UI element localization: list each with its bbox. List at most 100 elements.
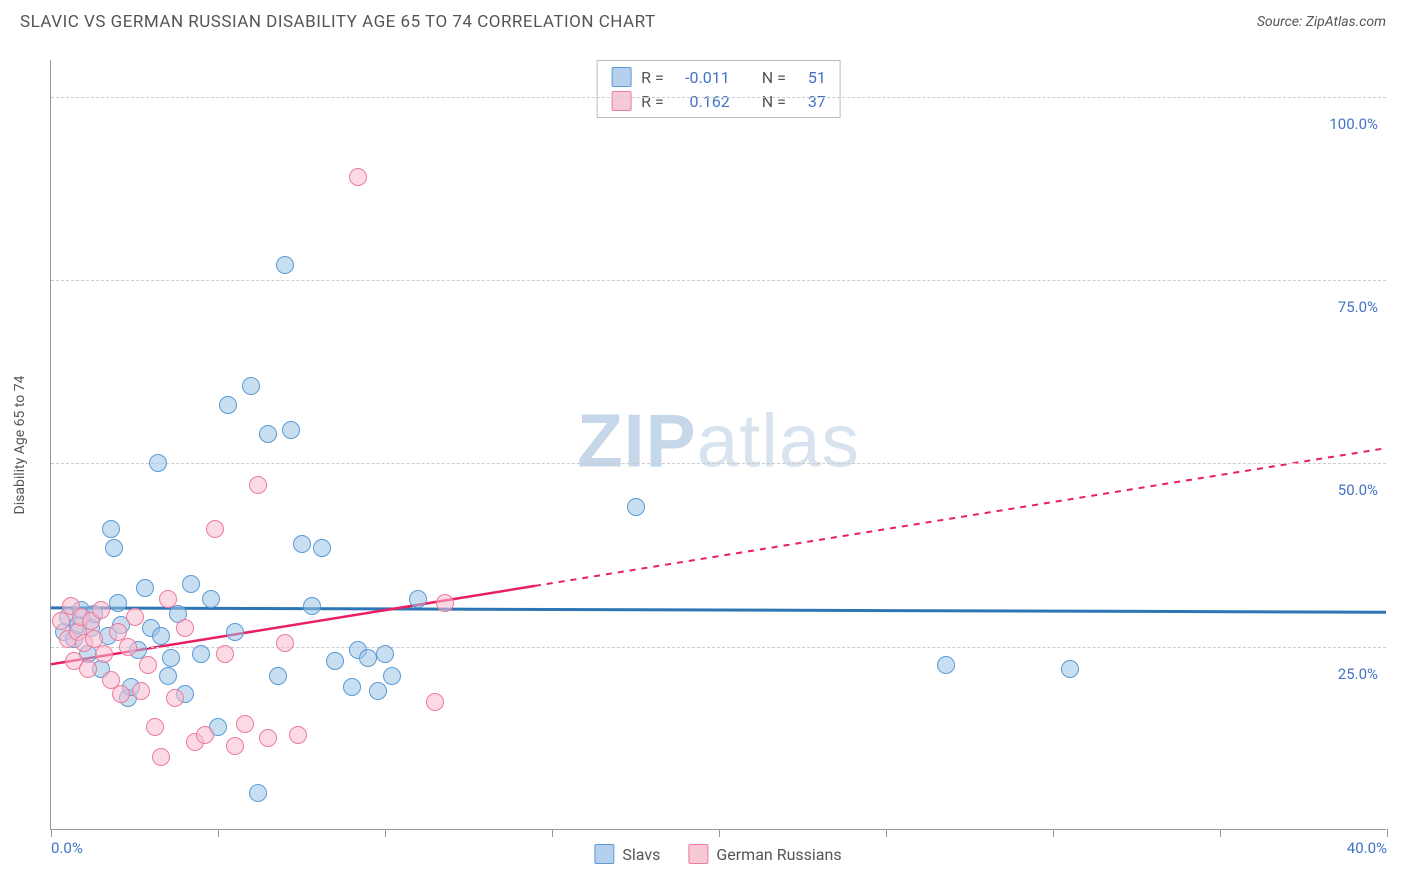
- data-point-german_russians: [126, 608, 144, 626]
- swatch-slavs: [594, 844, 614, 864]
- trend-lines: [51, 60, 1386, 829]
- data-point-german_russians: [119, 638, 137, 656]
- x-tick: [1387, 829, 1388, 837]
- data-point-german_russians: [349, 168, 367, 186]
- r-value: 0.162: [674, 92, 730, 111]
- data-point-slavs: [1061, 660, 1079, 678]
- data-point-german_russians: [95, 645, 113, 663]
- data-point-slavs: [136, 579, 154, 597]
- stats-row-german_russians: R = 0.162 N = 37: [597, 89, 840, 113]
- data-point-german_russians: [426, 693, 444, 711]
- y-tick-label: 100.0%: [1329, 115, 1378, 133]
- data-point-german_russians: [216, 645, 234, 663]
- data-point-slavs: [409, 590, 427, 608]
- data-point-slavs: [249, 784, 267, 802]
- data-point-slavs: [326, 652, 344, 670]
- data-point-german_russians: [166, 689, 184, 707]
- data-point-slavs: [343, 678, 361, 696]
- data-point-german_russians: [112, 685, 130, 703]
- stats-row-slavs: R = -0.011 N = 51: [597, 65, 840, 89]
- data-point-german_russians: [146, 718, 164, 736]
- y-axis-label: Disability Age 65 to 74: [12, 376, 28, 515]
- n-label: N =: [762, 92, 786, 111]
- n-label: N =: [762, 68, 786, 87]
- chart-area: Disability Age 65 to 74 ZIPatlas R =-0.0…: [50, 60, 1386, 830]
- data-point-slavs: [303, 597, 321, 615]
- data-point-german_russians: [159, 590, 177, 608]
- r-value: -0.011: [674, 68, 730, 87]
- x-tick-label: 40.0%: [1347, 839, 1387, 857]
- watermark: ZIPatlas: [577, 397, 860, 483]
- trend-line-dashed-german_russians: [535, 448, 1386, 586]
- swatch-slavs: [611, 67, 631, 87]
- data-point-slavs: [369, 682, 387, 700]
- data-point-german_russians: [132, 682, 150, 700]
- data-point-slavs: [105, 539, 123, 557]
- data-point-slavs: [937, 656, 955, 674]
- trend-line-slavs: [51, 608, 1386, 612]
- legend-label: Slavs: [622, 845, 660, 864]
- data-point-slavs: [159, 667, 177, 685]
- data-point-slavs: [102, 520, 120, 538]
- r-label: R =: [641, 92, 664, 111]
- chart-title: SLAVIC VS GERMAN RUSSIAN DISABILITY AGE …: [20, 12, 656, 32]
- gridline: [51, 280, 1386, 281]
- data-point-german_russians: [176, 619, 194, 637]
- x-tick: [1053, 829, 1054, 837]
- scatter-plot: ZIPatlas R = -0.011 N = 51 R = 0.162 N = 37 25.…: [50, 60, 1386, 830]
- y-tick-label: 50.0%: [1338, 481, 1378, 499]
- data-point-german_russians: [206, 520, 224, 538]
- data-point-slavs: [313, 539, 331, 557]
- data-point-german_russians: [92, 601, 110, 619]
- y-tick-label: 25.0%: [1338, 665, 1378, 683]
- data-point-slavs: [383, 667, 401, 685]
- stats-legend-box: R = -0.011 N = 51 R = 0.162 N = 37: [596, 60, 841, 118]
- swatch-german_russians: [611, 91, 631, 111]
- swatch-german_russians: [688, 844, 708, 864]
- gridline: [51, 97, 1386, 98]
- data-point-german_russians: [196, 726, 214, 744]
- x-tick: [51, 829, 52, 837]
- data-point-slavs: [182, 575, 200, 593]
- data-point-slavs: [627, 498, 645, 516]
- data-point-german_russians: [276, 634, 294, 652]
- series-legend: Slavs German Russians: [594, 844, 841, 864]
- data-point-german_russians: [436, 594, 454, 612]
- x-tick: [1220, 829, 1221, 837]
- data-point-slavs: [149, 454, 167, 472]
- data-point-german_russians: [289, 726, 307, 744]
- data-point-slavs: [162, 649, 180, 667]
- data-point-german_russians: [152, 748, 170, 766]
- x-tick: [552, 829, 553, 837]
- data-point-slavs: [269, 667, 287, 685]
- data-point-german_russians: [139, 656, 157, 674]
- data-point-german_russians: [79, 660, 97, 678]
- n-value: 37: [796, 92, 826, 111]
- y-tick-label: 75.0%: [1338, 298, 1378, 316]
- data-point-slavs: [359, 649, 377, 667]
- data-point-slavs: [226, 623, 244, 641]
- gridline: [51, 463, 1386, 464]
- data-point-slavs: [219, 396, 237, 414]
- legend-item-slavs: Slavs: [594, 844, 660, 864]
- x-tick: [719, 829, 720, 837]
- data-point-slavs: [259, 425, 277, 443]
- data-point-german_russians: [259, 729, 277, 747]
- data-point-slavs: [293, 535, 311, 553]
- r-label: R =: [641, 68, 664, 87]
- x-tick: [886, 829, 887, 837]
- data-point-slavs: [276, 256, 294, 274]
- data-point-german_russians: [226, 737, 244, 755]
- x-tick-label: 0.0%: [51, 839, 83, 857]
- legend-label: German Russians: [716, 845, 841, 864]
- gridline: [51, 647, 1386, 648]
- data-point-slavs: [192, 645, 210, 663]
- n-value: 51: [796, 68, 826, 87]
- data-point-slavs: [376, 645, 394, 663]
- source-attribution: Source: ZipAtlas.com: [1257, 14, 1386, 30]
- x-tick: [385, 829, 386, 837]
- data-point-slavs: [282, 421, 300, 439]
- data-point-slavs: [202, 590, 220, 608]
- data-point-slavs: [152, 627, 170, 645]
- legend-item-german_russians: German Russians: [688, 844, 841, 864]
